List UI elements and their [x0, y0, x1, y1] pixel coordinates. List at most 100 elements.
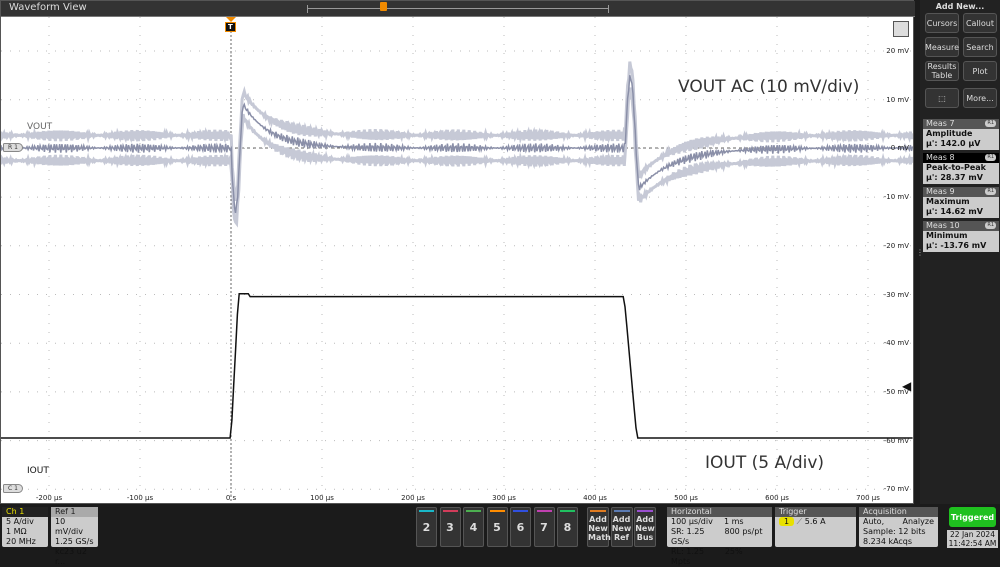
ref1-title: Ref 1	[51, 507, 98, 517]
trigger-time-pointer-icon	[226, 17, 236, 22]
zoom-select-button[interactable]: ⬚	[925, 88, 959, 108]
cursors-button[interactable]: Cursors	[925, 13, 959, 33]
trigger-title: Trigger	[775, 507, 856, 517]
meas-value: µ': -13.76 mV	[926, 241, 987, 250]
y-tick-label: -70 mV	[883, 485, 909, 494]
trigger-marker[interactable]: T	[225, 22, 236, 32]
channel-3-button[interactable]: 3	[439, 507, 461, 547]
ch1-title: Ch 1	[2, 507, 48, 517]
trigger-position-icon[interactable]	[380, 2, 387, 11]
vout-trace-lower	[1, 87, 913, 228]
add-new-label: Add New Math	[588, 515, 611, 542]
meas-source: R1	[985, 120, 996, 127]
time: 11:42:54 AM	[948, 539, 997, 548]
x-tick-label: 0 s	[225, 494, 237, 502]
callout-button[interactable]: Callout	[963, 13, 997, 33]
measurement-badge[interactable]: Meas 9 R1 Maximum µ': 14.62 mV	[923, 187, 999, 218]
ref1-marker[interactable]: R 1	[3, 143, 23, 152]
triggered-status[interactable]: Triggered	[949, 507, 996, 527]
rising-edge-icon: ⟋	[796, 517, 803, 526]
y-tick-label: -40 mV	[883, 339, 909, 348]
acquisition-badge[interactable]: Acquisition Auto, Analyze Sample: 12 bits…	[859, 507, 938, 547]
search-button[interactable]: Search	[963, 37, 997, 57]
plot-button[interactable]: Plot	[963, 61, 997, 81]
add-new-button[interactable]: Add New Ref	[610, 507, 633, 547]
x-tick-label: -100 µs	[126, 494, 154, 502]
zoom-select-icon: ⬚	[938, 93, 946, 103]
iout-trace	[1, 292, 913, 439]
ch1-badge[interactable]: Ch 1 5 A/div 1 MΩ 20 MHz	[2, 507, 48, 547]
meas-header: Meas 10 R1	[923, 221, 999, 231]
time-per-point: 800 ps/pt	[724, 527, 763, 536]
channel-number: 7	[540, 520, 548, 534]
x-tick-label: 100 µs	[310, 494, 334, 502]
ref1-rate: 1.25 GS/s	[55, 537, 94, 546]
measurement-badge[interactable]: Meas 7 R1 Amplitude µ': 142.0 µV	[923, 119, 999, 150]
window-title: Waveform View	[9, 2, 87, 13]
meas-name: Maximum	[926, 197, 970, 206]
ref1-scale: 10 mV/div	[55, 517, 83, 536]
ref1-badge[interactable]: Ref 1 10 mV/div 1.25 GS/s kc23 u2 r...	[51, 507, 98, 566]
x-tick-label: 700 µs	[856, 494, 880, 502]
add-new-button[interactable]: Add New Bus	[634, 507, 656, 547]
x-tick-label: 500 µs	[674, 494, 698, 502]
channel-number: 4	[469, 520, 478, 534]
panel-drag-handle-icon[interactable]: ⋮	[916, 248, 924, 257]
waveform-view-titlebar: Waveform View	[1, 1, 915, 17]
acq-sample: Sample: 12 bits	[863, 527, 926, 536]
horizontal-badge[interactable]: Horizontal 100 µs/div 1 ms SR: 1.25 GS/s 8…	[667, 507, 772, 566]
ch1-marker[interactable]: C 1	[3, 484, 23, 493]
more-button[interactable]: More...	[963, 88, 997, 108]
add-new-label: Add New Bus	[635, 515, 655, 542]
iout-label: IOUT	[27, 466, 49, 476]
date-time: 22 Jan 2024 11:42:54 AM	[947, 530, 998, 548]
channel-8-button[interactable]: 8	[557, 507, 578, 547]
horizontal-duration: 1 ms	[724, 517, 744, 526]
trigger-level-arrow-icon[interactable]: ◀	[902, 379, 912, 393]
channel-5-button[interactable]: 5	[486, 507, 508, 547]
meas-value: µ': 14.62 mV	[926, 207, 983, 216]
channel-6-button[interactable]: 6	[510, 507, 531, 547]
channel-7-button[interactable]: 7	[533, 507, 555, 547]
horizontal-title: Horizontal	[667, 507, 772, 517]
trigger-source: 1	[779, 517, 795, 526]
meas-value: µ': 142.0 µV	[926, 139, 981, 148]
measure-button[interactable]: Measure	[925, 37, 959, 57]
meas-title: Meas 8	[926, 153, 955, 162]
x-tick-label: 600 µs	[765, 494, 789, 502]
x-tick-label: 200 µs	[401, 494, 425, 502]
vout-trace	[1, 75, 913, 214]
y-tick-label: 20 mV	[886, 47, 909, 55]
iout-annotation: IOUT (5 A/div)	[705, 453, 825, 473]
meas-header: Meas 7 R1	[923, 119, 999, 129]
add-new-label: Add New Ref	[611, 515, 632, 542]
y-tick-label: -50 mV	[883, 387, 909, 396]
channel-number: 2	[422, 520, 431, 534]
meas-name: Amplitude	[926, 129, 973, 138]
ch1-scale: 5 A/div	[6, 517, 34, 526]
channel-2-button[interactable]: 2	[416, 507, 437, 547]
zoom-corner-icon[interactable]	[893, 21, 909, 37]
measurement-badge[interactable]: Meas 8 R1 Peak-to-Peak µ': 28.37 mV	[923, 153, 999, 184]
record-view-scrollbar[interactable]	[307, 2, 609, 13]
y-tick-label: 0 mV	[890, 144, 909, 153]
add-new-title: Add New...	[935, 2, 985, 11]
trigger-badge[interactable]: Trigger 1 ⟋ 5.6 A	[775, 507, 856, 547]
waveform-view[interactable]: Waveform View 20 mV 10 mV 0 mV -10 mV -20 mV…	[0, 0, 915, 504]
waveform-plot[interactable]	[1, 17, 913, 503]
meas-name: Minimum	[926, 231, 968, 240]
meas-title: Meas 9	[926, 187, 955, 196]
x-tick-label: 400 µs	[583, 494, 607, 502]
measurement-badge[interactable]: Meas 10 R1 Minimum µ': -13.76 mV	[923, 221, 999, 252]
add-new-button[interactable]: Add New Math	[587, 507, 611, 547]
channel-number: 3	[446, 520, 454, 534]
channel-4-button[interactable]: 4	[463, 507, 484, 547]
trigger-position: 25%	[724, 547, 743, 556]
acquisition-title: Acquisition	[859, 507, 938, 517]
results-table-button[interactable]: Results Table	[925, 61, 959, 81]
meas-source: R1	[985, 188, 996, 195]
vout-trace-upper	[1, 61, 913, 202]
side-panel: Add New... Cursors Callout Measure Searc…	[916, 0, 1000, 504]
ch1-bandwidth: 20 MHz	[6, 537, 36, 546]
meas-title: Meas 10	[926, 221, 960, 230]
